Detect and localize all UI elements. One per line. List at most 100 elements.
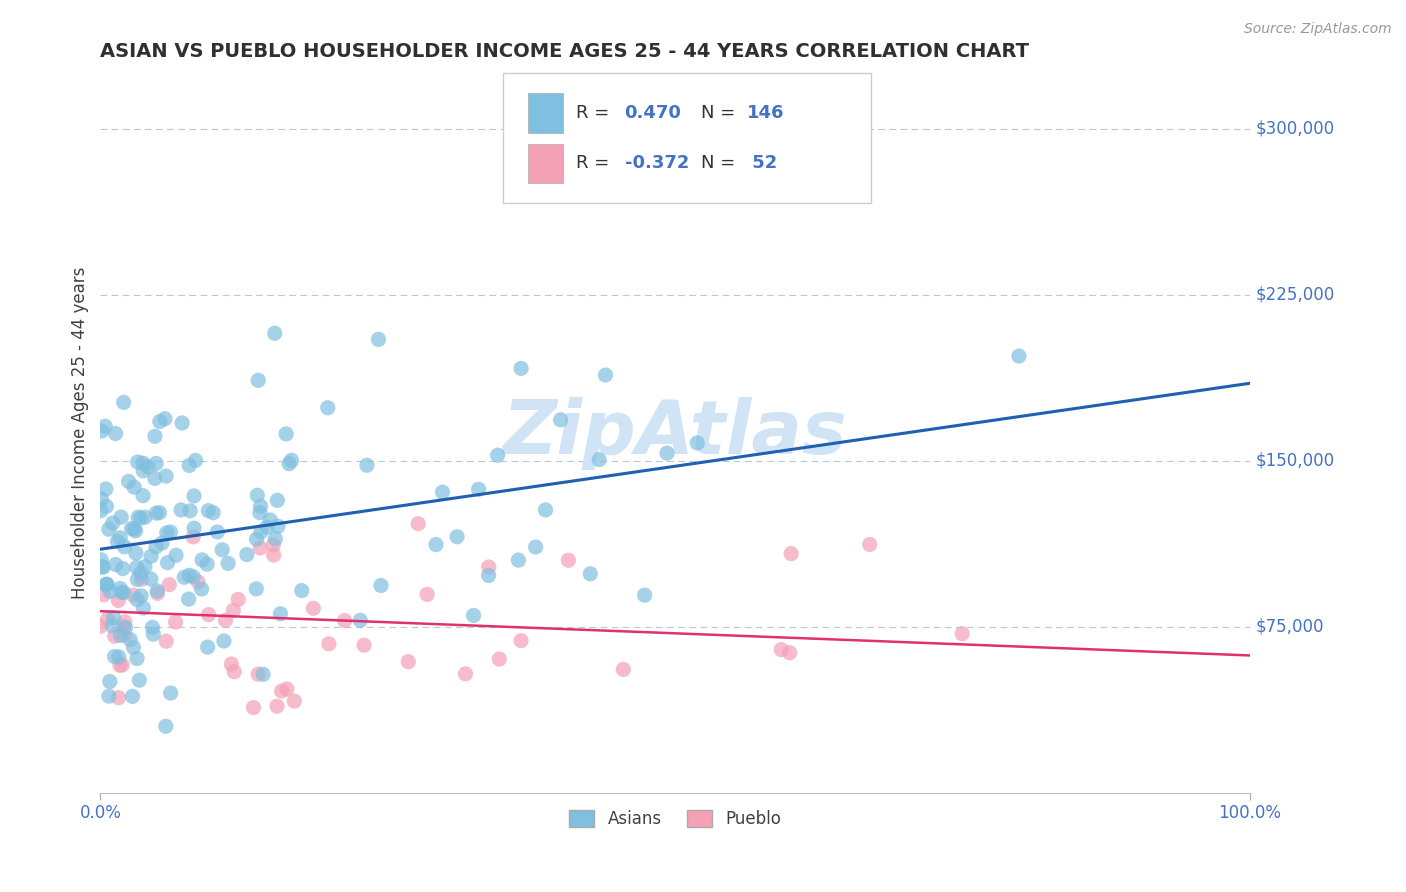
Asians (508, 553, 530, 567)
Pueblo (283, 694, 305, 708)
Asians (595, 368, 617, 382)
Asians (165, 549, 187, 563)
Asians (129, 511, 152, 525)
Asians (278, 457, 301, 471)
Pueblo (416, 587, 439, 601)
Asians (266, 493, 288, 508)
Text: N =: N = (700, 154, 741, 172)
Pueblo (93, 588, 115, 602)
Pueblo (263, 548, 285, 562)
Asians (101, 516, 124, 530)
Asians (103, 649, 125, 664)
Text: $75,000: $75,000 (1256, 617, 1324, 636)
Pueblo (226, 592, 249, 607)
Asians (247, 373, 270, 387)
Pueblo (770, 642, 793, 657)
Asians (114, 621, 136, 635)
Text: ZipAtlas: ZipAtlas (503, 397, 848, 469)
Asians (267, 519, 290, 533)
Pueblo (612, 662, 634, 676)
Asians (478, 568, 501, 582)
Asians (117, 475, 139, 489)
Asians (125, 651, 148, 665)
Asians (143, 471, 166, 485)
Pueblo (97, 612, 120, 626)
Pueblo (131, 572, 153, 586)
Asians (155, 469, 177, 483)
Pueblo (219, 657, 242, 671)
Asians (90, 553, 112, 567)
Asians (125, 546, 148, 560)
Pueblo (214, 613, 236, 627)
Asians (177, 592, 200, 607)
Asians (110, 628, 132, 642)
Asians (432, 485, 454, 500)
Asians (96, 577, 118, 591)
Asians (96, 500, 118, 514)
Text: R =: R = (576, 104, 616, 122)
Y-axis label: Householder Income Ages 25 - 44 years: Householder Income Ages 25 - 44 years (72, 267, 89, 599)
Pueblo (107, 593, 129, 607)
Text: $150,000: $150,000 (1256, 451, 1334, 470)
Asians (446, 530, 468, 544)
Asians (463, 608, 485, 623)
Pueblo (224, 665, 246, 679)
Asians (634, 588, 657, 602)
Pueblo (181, 530, 204, 544)
Asians (207, 524, 229, 539)
Pueblo (107, 690, 129, 705)
Pueblo (155, 634, 177, 648)
Text: $300,000: $300,000 (1256, 120, 1334, 137)
Asians (121, 522, 143, 536)
Asians (579, 566, 602, 581)
Asians (97, 689, 120, 703)
Text: R =: R = (576, 154, 616, 172)
Asians (122, 522, 145, 536)
Asians (91, 560, 114, 574)
Asians (108, 582, 131, 596)
Asians (110, 510, 132, 524)
Asians (197, 504, 219, 518)
Asians (467, 483, 489, 497)
Pueblo (302, 601, 325, 615)
Asians (276, 426, 298, 441)
Asians (145, 506, 167, 520)
Pueblo (779, 646, 801, 660)
FancyBboxPatch shape (529, 93, 562, 133)
Asians (112, 395, 135, 409)
Pueblo (104, 629, 127, 643)
Asians (121, 690, 143, 704)
Asians (150, 536, 173, 550)
Asians (212, 634, 235, 648)
Asians (90, 491, 112, 506)
Text: ASIAN VS PUEBLO HOUSEHOLDER INCOME AGES 25 - 44 YEARS CORRELATION CHART: ASIAN VS PUEBLO HOUSEHOLDER INCOME AGES … (100, 42, 1029, 61)
Asians (104, 558, 127, 572)
Asians (183, 489, 205, 503)
Asians (94, 419, 117, 434)
Pueblo (478, 560, 501, 574)
Asians (246, 488, 269, 502)
Asians (108, 649, 131, 664)
Asians (153, 411, 176, 425)
Asians (94, 482, 117, 496)
FancyBboxPatch shape (503, 73, 870, 202)
Pueblo (266, 699, 288, 714)
Asians (101, 619, 124, 633)
Asians (124, 524, 146, 538)
Asians (245, 582, 267, 596)
Asians (128, 673, 150, 688)
Asians (190, 582, 212, 596)
Asians (195, 557, 218, 571)
Asians (132, 489, 155, 503)
Legend: Asians, Pueblo: Asians, Pueblo (562, 803, 787, 835)
Asians (316, 401, 339, 415)
Asians (90, 503, 112, 517)
Text: 0.470: 0.470 (624, 104, 682, 122)
Asians (98, 674, 121, 689)
Asians (139, 572, 162, 586)
Asians (132, 464, 155, 478)
Pueblo (353, 638, 375, 652)
Asians (356, 458, 378, 473)
Asians (111, 585, 134, 599)
Asians (280, 453, 302, 467)
